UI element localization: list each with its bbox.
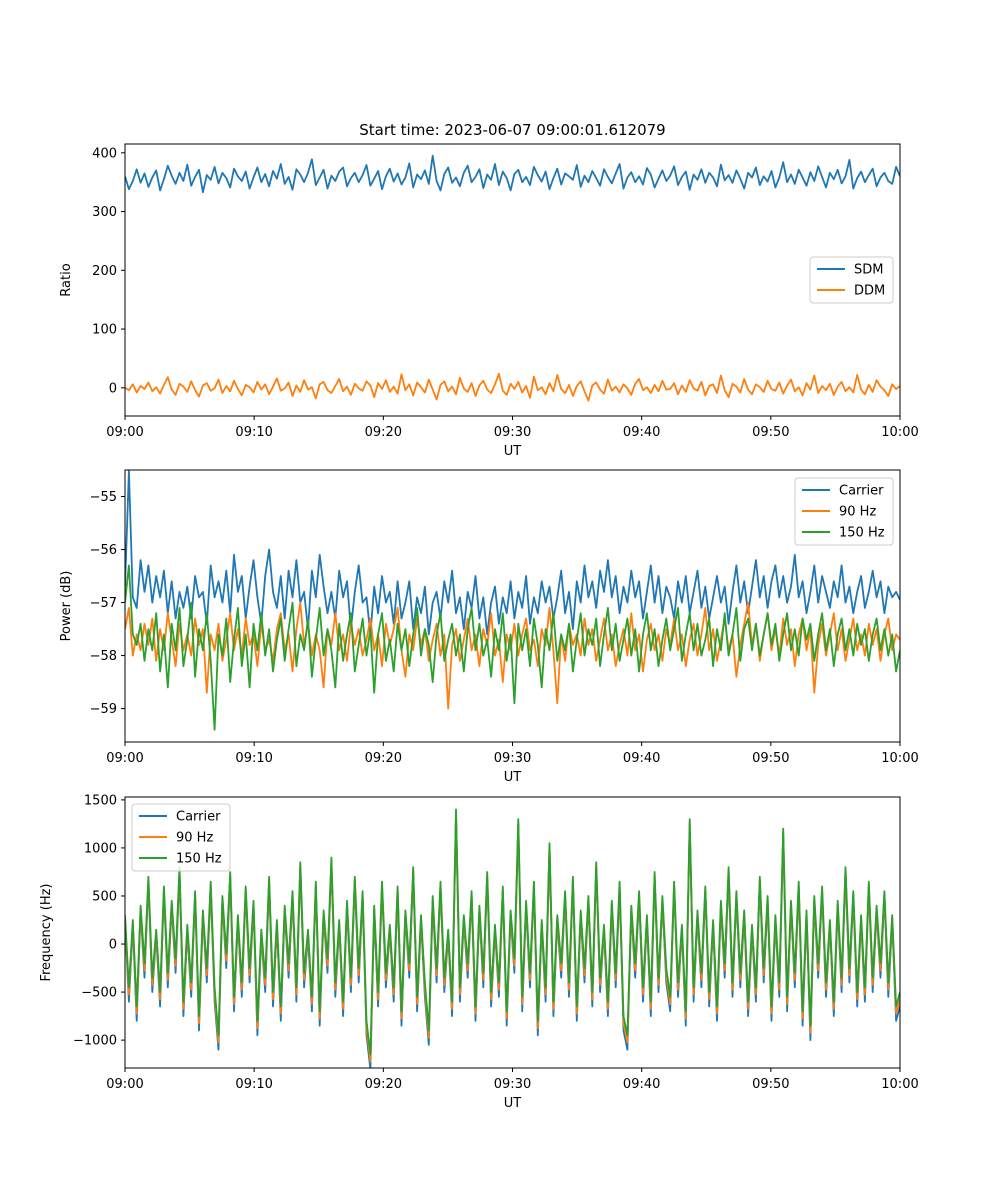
x-tick-label: 09:30 (494, 425, 531, 440)
y-tick-label: 500 (92, 889, 117, 904)
figure-title: Start time: 2023-06-07 09:00:01.612079 (359, 121, 665, 139)
legend-label: Carrier (176, 810, 221, 825)
series-line-150-hz (125, 808, 900, 1056)
y-axis-label: Power (dB) (59, 571, 74, 642)
legend-box (131, 803, 231, 872)
y-tick-label: 200 (92, 264, 117, 279)
series-line-ddm (125, 372, 900, 402)
x-tick-label: 10:00 (881, 751, 918, 766)
y-tick-label: 1000 (84, 841, 117, 856)
y-tick-label: 400 (92, 146, 117, 161)
y-tick-label: 100 (92, 323, 117, 338)
y-tick-label: −500 (81, 986, 117, 1001)
y-tick-label: 0 (109, 381, 117, 396)
y-tick-label: 1500 (84, 793, 117, 808)
ratio-panel: 09:00 09:10 09:20 09:30 09:40 09:50 10:00 UT 0 10… (59, 143, 919, 459)
y-axis-label: Frequency (Hz) (39, 883, 54, 981)
x-tick-label: 09:40 (623, 1077, 660, 1092)
x-tick-label: 09:00 (106, 751, 143, 766)
x-tick-label: 09:30 (494, 751, 531, 766)
y-tick-label: 0 (109, 938, 117, 953)
x-tick-label: 09:20 (365, 425, 402, 440)
legend-label: SDM (854, 263, 883, 278)
x-tick-label: 09:20 (365, 751, 402, 766)
legend-label: 90 Hz (839, 505, 876, 520)
y-tick-label: −58 (90, 649, 117, 664)
x-axis-label: UT (504, 444, 522, 459)
x-axis-label: UT (504, 1096, 522, 1111)
x-tick-label: 09:00 (106, 1077, 143, 1092)
legend-box (794, 477, 894, 546)
y-tick-label: −59 (90, 702, 117, 717)
legend: SDM DDM (809, 256, 894, 304)
x-tick-label: 09:30 (494, 1077, 531, 1092)
series-line-150-hz (125, 564, 900, 731)
series-line-sdm (125, 154, 900, 194)
x-tick-label: 09:50 (752, 751, 789, 766)
legend-label: 150 Hz (176, 852, 222, 867)
x-tick-label: 09:40 (623, 751, 660, 766)
x-tick-label: 10:00 (881, 425, 918, 440)
x-tick-label: 09:40 (623, 425, 660, 440)
y-tick-label: 300 (92, 205, 117, 220)
y-tick-label: −56 (90, 543, 117, 558)
legend-label: Carrier (839, 484, 884, 499)
x-tick-label: 10:00 (881, 1077, 918, 1092)
legend-label: 150 Hz (839, 526, 885, 541)
legend-label: DDM (854, 284, 885, 299)
y-tick-label: −55 (90, 490, 117, 505)
series-line-carrier (125, 470, 900, 636)
x-tick-label: 09:50 (752, 1077, 789, 1092)
y-axis-label: Ratio (59, 263, 74, 296)
x-tick-label: 09:20 (365, 1077, 402, 1092)
x-tick-label: 09:00 (106, 425, 143, 440)
legend-label: 90 Hz (176, 831, 213, 846)
legend: Carrier 90 Hz 150 Hz (794, 477, 894, 546)
legend: Carrier 90 Hz 150 Hz (131, 803, 231, 872)
x-axis-label: UT (504, 770, 522, 785)
x-tick-label: 09:50 (752, 425, 789, 440)
x-tick-label: 09:10 (235, 1077, 272, 1092)
x-tick-label: 09:10 (235, 425, 272, 440)
y-tick-label: −57 (90, 596, 117, 611)
y-tick-label: −1000 (73, 1034, 117, 1049)
x-tick-label: 09:10 (235, 751, 272, 766)
frequency-panel: 09:00 09:10 09:20 09:30 09:40 09:50 10:00 UT −10… (39, 793, 919, 1111)
power-panel: 09:00 09:10 09:20 09:30 09:40 09:50 10:00 UT −59… (59, 469, 919, 785)
